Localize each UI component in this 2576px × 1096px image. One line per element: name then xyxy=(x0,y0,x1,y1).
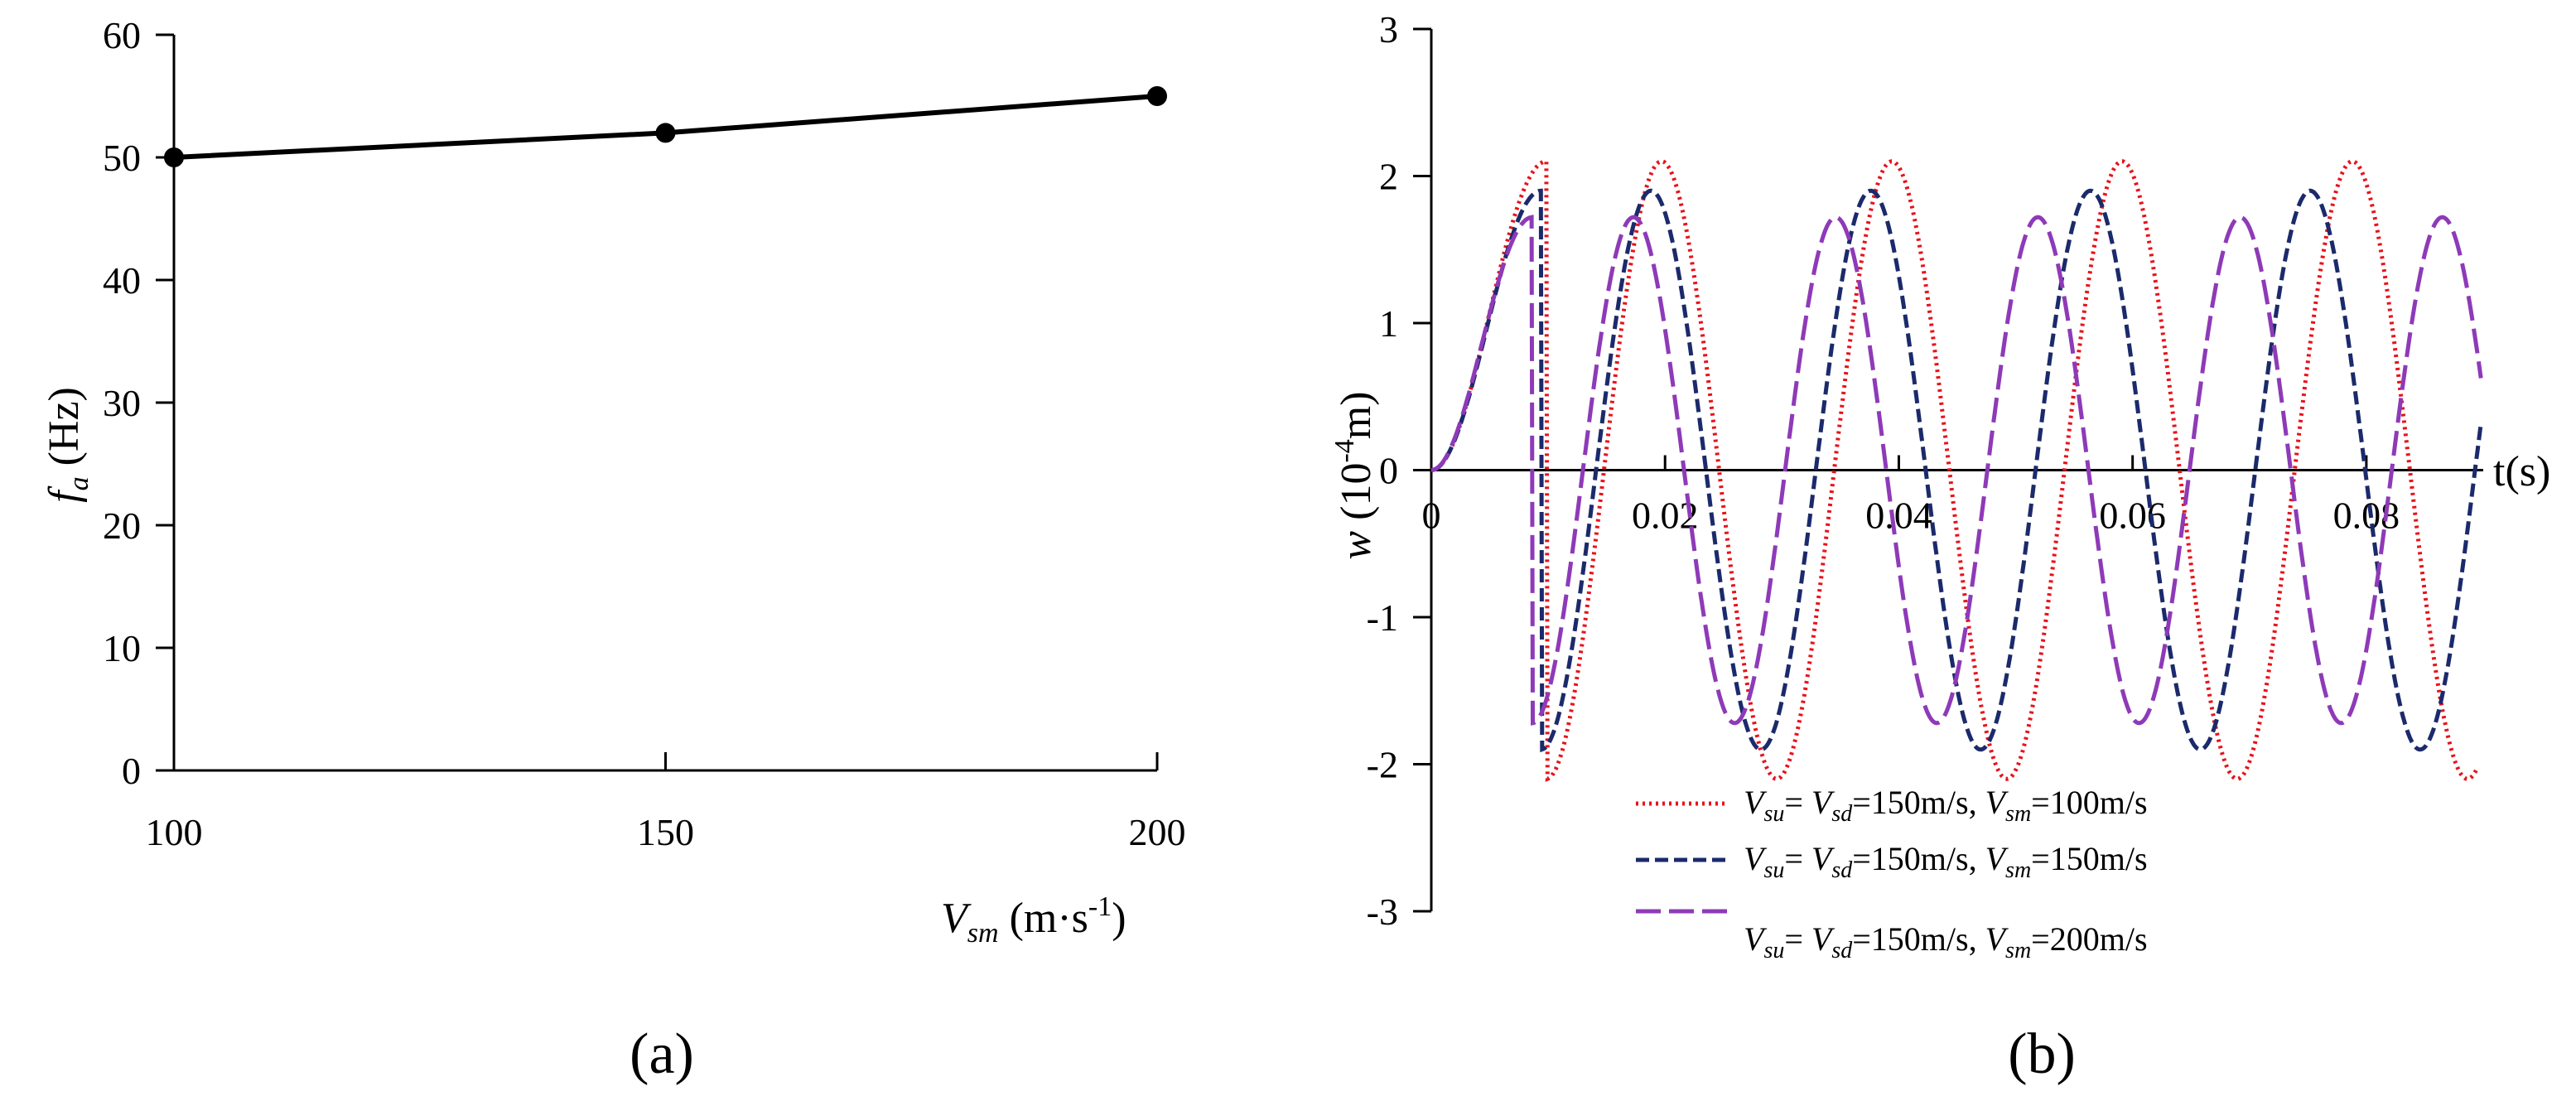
chart-a: 0 10 20 30 40 50 60 100 150 200 fa (Hz) Vsm (m·s-… xyxy=(41,14,1186,1086)
y-tick-label: 3 xyxy=(1379,8,1398,51)
chart-a-tick-labels: 0 10 20 30 40 50 60 100 150 200 xyxy=(103,14,1186,853)
legend-label: Vsu= Vsd=150m/s, Vsm=200m/s xyxy=(1744,920,2148,963)
legend-label-part: su xyxy=(1763,857,1784,883)
legend-label-part: sd xyxy=(1831,801,1853,827)
y-tick-label: 50 xyxy=(103,137,141,179)
y-tick-label: -2 xyxy=(1367,744,1398,786)
x-tick-label: 0.06 xyxy=(2099,495,2166,537)
x-tick-label: 0.04 xyxy=(1865,495,1932,537)
y-tick-label: -3 xyxy=(1367,891,1398,933)
legend-label-part: sm xyxy=(2005,801,2031,827)
y-tick-label: 0 xyxy=(122,750,141,792)
legend-label-part: =100m/s xyxy=(2031,784,2147,821)
y-tick-label: 60 xyxy=(103,14,141,56)
chart-a-x-axis-label: Vsm (m·s-1) xyxy=(941,891,1126,949)
chart-b-marks xyxy=(1430,159,2483,782)
series-line xyxy=(1430,159,2480,782)
legend-item: Vsu= Vsd=150m/s, Vsm=100m/s xyxy=(1636,784,2148,827)
legend-label: Vsu= Vsd=150m/s, Vsm=150m/s xyxy=(1744,840,2148,883)
chart-a-marks xyxy=(164,86,1167,167)
data-point xyxy=(1147,86,1167,106)
panel-label-b: (b) xyxy=(2008,1022,2076,1086)
legend-label-part: sd xyxy=(1831,857,1853,883)
y-tick-label: 1 xyxy=(1379,302,1398,345)
series-line xyxy=(1430,215,2483,726)
legend-item: Vsu= Vsd=150m/s, Vsm=200m/s xyxy=(1636,909,2148,963)
legend-label-part: V xyxy=(1811,784,1836,821)
legend-label-part: sm xyxy=(2005,857,2031,883)
legend-label-part: V xyxy=(1985,784,2009,821)
y-tick-label: -1 xyxy=(1367,596,1398,639)
legend-label-part: V xyxy=(1811,840,1836,877)
legend-label-part: =150m/s, xyxy=(1852,840,1985,877)
legend-label-part: =150m/s, xyxy=(1852,920,1985,958)
x-tick-label: 200 xyxy=(1129,811,1186,853)
legend-label-part: = xyxy=(1784,840,1811,877)
x-tick-label: 100 xyxy=(146,811,203,853)
legend-label-part: =150m/s xyxy=(2031,840,2147,877)
legend-label-part: = xyxy=(1784,784,1811,821)
legend-label-part: su xyxy=(1763,801,1784,827)
panel-label-a: (a) xyxy=(630,1022,694,1086)
data-point xyxy=(655,123,676,143)
y-tick-label: 30 xyxy=(103,382,141,424)
x-tick-label: 150 xyxy=(637,811,694,853)
legend-label-part: V xyxy=(1985,920,2009,958)
legend-label-part: V xyxy=(1744,840,1768,877)
legend-label-part: =150m/s, xyxy=(1852,784,1985,821)
chart-a-axes xyxy=(156,33,1159,772)
legend-label: Vsu= Vsd=150m/s, Vsm=100m/s xyxy=(1744,784,2148,827)
legend-label-part: su xyxy=(1763,938,1784,963)
legend-label-part: V xyxy=(1744,920,1768,958)
y-tick-label: 10 xyxy=(103,627,141,669)
chart-a-y-axis-label: fa (Hz) xyxy=(41,387,94,503)
y-tick-label: 20 xyxy=(103,505,141,547)
y-tick-label: 0 xyxy=(1379,450,1398,492)
chart-b-y-axis-label: w (10-4m) xyxy=(1329,391,1380,559)
data-point xyxy=(164,147,184,167)
legend-label-part: sd xyxy=(1831,938,1853,963)
chart-b-x-axis-label: t(s) xyxy=(2493,448,2550,495)
legend-label-part: = xyxy=(1784,920,1811,958)
legend-label-part: V xyxy=(1811,920,1836,958)
legend-label-part: =200m/s xyxy=(2031,920,2147,958)
legend-label-part: sm xyxy=(2005,938,2031,963)
y-tick-label: 40 xyxy=(103,259,141,302)
legend-label-part: V xyxy=(1744,784,1768,821)
y-tick-label: 2 xyxy=(1379,156,1398,198)
x-tick-label: 0 xyxy=(1422,495,1441,537)
legend-label-part: V xyxy=(1985,840,2009,877)
legend-item: Vsu= Vsd=150m/s, Vsm=150m/s xyxy=(1636,840,2148,883)
